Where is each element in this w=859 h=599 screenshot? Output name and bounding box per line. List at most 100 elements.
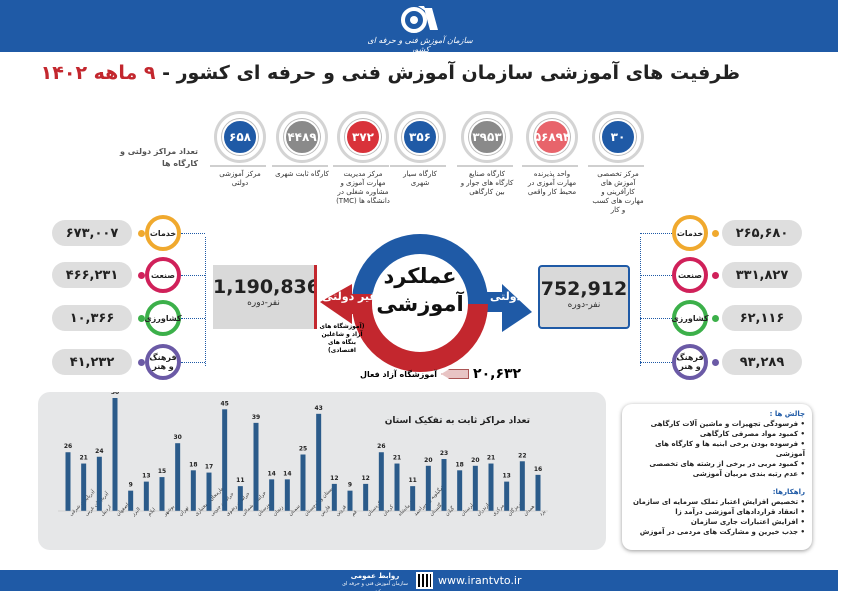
divider xyxy=(588,165,644,167)
stat-circle: ۳۰ xyxy=(592,111,644,163)
connector-line xyxy=(181,233,205,234)
list-item: • افزایش اعتبارات جاری سازمان xyxy=(629,517,805,527)
connector-line xyxy=(640,233,672,234)
center-title-line2: آموزشی xyxy=(376,292,464,316)
bullet-icon: • xyxy=(798,470,806,478)
sector-label: کشاورزی xyxy=(144,300,182,336)
pr-title: روابط عمومی xyxy=(350,572,400,580)
bar-value-label: 21 xyxy=(79,455,87,462)
connector-dot xyxy=(138,272,145,279)
sector-label: فرهنگ و هنر xyxy=(672,344,708,380)
bar xyxy=(472,465,478,511)
bar-value-label: 11 xyxy=(408,477,416,484)
bar xyxy=(441,459,447,511)
gov-total-box: 752,912 نفر-دوره xyxy=(538,265,630,329)
stat-label: کارگاه ثابت شهری xyxy=(275,170,329,178)
bar xyxy=(457,470,463,511)
stat-value: ۳۵۶ xyxy=(402,119,438,155)
divider xyxy=(522,165,578,167)
bar-value-label: 14 xyxy=(283,470,291,477)
bar-value-label: 18 xyxy=(455,461,463,468)
bar-value-label: 12 xyxy=(361,475,369,482)
nongov-total: 1,190,836 xyxy=(213,276,317,298)
qr-code-icon xyxy=(416,572,433,589)
title-main: ظرفیت های آموزشی سازمان آموزش فنی و حرفه… xyxy=(155,62,740,84)
sector-label: صنعت xyxy=(145,257,181,293)
bar-value-label: 18 xyxy=(189,461,197,468)
stat-value: ۶۵۸ xyxy=(222,119,258,155)
bullet-icon: • xyxy=(798,430,806,438)
bar-value-label: 26 xyxy=(64,443,72,450)
top-stats-label: تعداد مراکز دولتی و کارگاه ها xyxy=(119,147,198,168)
sector-label: خدمات xyxy=(145,215,181,251)
sector-value: ۹۳,۲۸۹ xyxy=(722,349,802,375)
bar-value-label: 21 xyxy=(393,455,401,462)
connector-dot xyxy=(712,359,719,366)
bar-value-label: 13 xyxy=(142,473,150,480)
stat-value: ۳۹۵۳ xyxy=(469,119,505,155)
sector-label: صنعت xyxy=(672,257,708,293)
sector-value: ۲۶۵,۶۸۰ xyxy=(722,220,802,246)
bullet-icon: • xyxy=(798,440,806,448)
bar-value-label: 43 xyxy=(314,405,322,412)
bar xyxy=(253,422,259,511)
bar-value-label: 11 xyxy=(236,477,244,484)
bar-value-label: 20 xyxy=(424,457,432,464)
bar xyxy=(175,443,181,511)
nongov-arrow-icon xyxy=(320,284,352,324)
stat-value: ۳۷۲ xyxy=(345,119,381,155)
bar xyxy=(394,463,400,511)
list-item-text: فرسوده بودن برخی ابنیه ها و کارگاه های آ… xyxy=(655,440,805,458)
connector-line xyxy=(181,362,205,363)
bar xyxy=(206,472,212,511)
bar xyxy=(222,409,228,511)
sector-value: ۳۳۱,۸۲۷ xyxy=(722,262,802,288)
sector-value: ۶۷۳,۰۰۷ xyxy=(52,220,132,246)
connector-dot xyxy=(138,230,145,237)
challenges-title: چالش ها : xyxy=(769,410,805,418)
bar-value-label: 14 xyxy=(267,470,275,477)
bar-value-label: 23 xyxy=(440,450,448,457)
sector-value: ۴۱,۲۳۲ xyxy=(52,349,132,375)
list-item: • کمبود مواد مصرفی کارگاهی xyxy=(629,429,805,439)
category-label: یزد xyxy=(538,508,547,517)
stat-circle: ۳۵۶ xyxy=(394,111,446,163)
connector-dot xyxy=(712,315,719,322)
stat-value: ۴۴۸۹ xyxy=(284,119,320,155)
bar-value-label: 22 xyxy=(518,452,526,459)
nongov-label: غیر دولتی xyxy=(322,290,377,303)
bar xyxy=(316,413,322,511)
bar-value-label: 26 xyxy=(377,443,385,450)
center-title-line1: عملکرد xyxy=(383,264,457,288)
divider xyxy=(333,165,389,167)
sector-value: ۴۶۶,۲۳۱ xyxy=(52,262,132,288)
bar-value-label: 25 xyxy=(299,446,307,453)
bar xyxy=(284,479,290,511)
bar xyxy=(96,456,102,511)
list-item-text: جذب خیرین و مشارکت های مردمی در آموزش xyxy=(639,528,799,536)
bullet-icon: • xyxy=(798,518,806,526)
stat-label: کارگاه سیار شهری xyxy=(403,170,437,187)
list-item-text: کمبود مواد مصرفی کارگاهی xyxy=(699,430,799,438)
connector-line xyxy=(640,318,672,319)
bar xyxy=(425,465,431,511)
connector-line xyxy=(181,275,205,276)
list-item-text: تخصیص افزایش اعتبار تملک سرمایه ای سازما… xyxy=(632,498,799,506)
list-item-text: عدم رتبه بندی مربیان آموزشی xyxy=(692,470,799,478)
stat-circle: ۳۹۵۳ xyxy=(461,111,513,163)
bar xyxy=(363,483,369,511)
sector-value: ۱۰,۳۶۶ xyxy=(52,305,132,331)
stat-value: ۳۰ xyxy=(600,119,636,155)
website-link[interactable]: www.irantvto.ir xyxy=(438,574,522,587)
divider xyxy=(390,165,446,167)
bullet-icon: • xyxy=(798,528,806,536)
bullet-icon: • xyxy=(798,460,806,468)
free-schools-value: ۲۰,۶۳۲ xyxy=(473,366,522,382)
public-relations-label: روابط عمومی سازمان آموزش فنی و حرفه ای کش… xyxy=(340,572,410,596)
stat-label: مرکز مدیریت مهارت آموزی و مشاوره شغلی در… xyxy=(336,170,390,205)
challenges-box: چالش ها : • فرسودگی تجهیزات و ماشین آلات… xyxy=(622,404,812,550)
bar-value-label: 15 xyxy=(158,468,166,475)
bar xyxy=(535,474,541,511)
connector-dot xyxy=(712,230,719,237)
